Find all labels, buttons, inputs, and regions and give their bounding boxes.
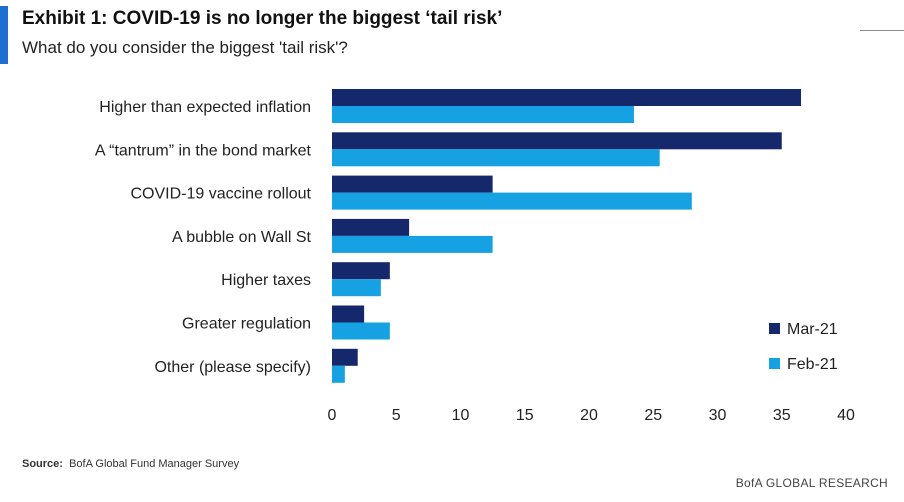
category-label: A “tantrum” in the bond market: [95, 142, 312, 159]
footer-brand: BofA GLOBAL RESEARCH: [735, 476, 888, 490]
bar-feb-21-1: [332, 106, 634, 123]
chart-subtitle: What do you consider the biggest 'tail r…: [22, 38, 348, 57]
legend-label-mar21: Mar-21: [787, 321, 838, 338]
title-accent-bar: [0, 6, 8, 64]
x-tick-label: 25: [644, 407, 662, 424]
bar-mar-21-6: [332, 305, 365, 323]
x-tick-label: 5: [392, 407, 401, 424]
category-label: COVID-19 vaccine rollout: [130, 186, 311, 203]
bar-feb-21-7: [332, 365, 345, 383]
header-divider: [860, 30, 904, 31]
bar-feb-21-5: [332, 279, 381, 297]
x-tick-labels-group: 0 5 10 15 20 25 30 35 40: [328, 407, 855, 424]
x-tick-label: 40: [837, 407, 855, 424]
bar-mar-21-5: [332, 262, 390, 280]
legend: Mar-21 Feb-21: [769, 321, 838, 373]
bar-feb-21-4: [332, 235, 493, 253]
bar-mar-21-2: [332, 132, 782, 150]
bars-group: [332, 89, 802, 383]
source-note: Source: BofA Global Fund Manager Survey: [22, 458, 239, 470]
category-label: Greater regulation: [182, 316, 311, 333]
bar-mar-21-3: [332, 175, 493, 193]
x-tick-label: 10: [452, 407, 470, 424]
category-label: A bubble on Wall St: [172, 229, 312, 246]
x-tick-label: 30: [709, 407, 727, 424]
legend-swatch-mar21: [769, 323, 780, 334]
source-text: BofA Global Fund Manager Survey: [69, 458, 240, 470]
source-label: Source:: [22, 458, 63, 470]
bar-mar-21-4: [332, 218, 410, 236]
bar-feb-21-3: [332, 192, 692, 210]
legend-swatch-feb21: [769, 358, 780, 369]
category-label: Higher taxes: [221, 272, 311, 289]
legend-label-feb21: Feb-21: [787, 356, 838, 373]
bar-mar-21-1: [332, 89, 802, 106]
category-labels-group: Higher than expected inflation A “tantrum…: [95, 99, 312, 376]
x-tick-label: 35: [773, 407, 791, 424]
x-tick-label: 0: [328, 407, 337, 424]
bar-feb-21-2: [332, 149, 660, 167]
category-label: Other (please specify): [154, 359, 311, 376]
bar-mar-21-7: [332, 348, 358, 366]
x-tick-label: 20: [580, 407, 598, 424]
bar-feb-21-6: [332, 322, 390, 340]
x-tick-label: 15: [516, 407, 534, 424]
chart-title: Exhibit 1: COVID-19 is no longer the big…: [22, 8, 503, 29]
category-label: Higher than expected inflation: [99, 99, 311, 116]
